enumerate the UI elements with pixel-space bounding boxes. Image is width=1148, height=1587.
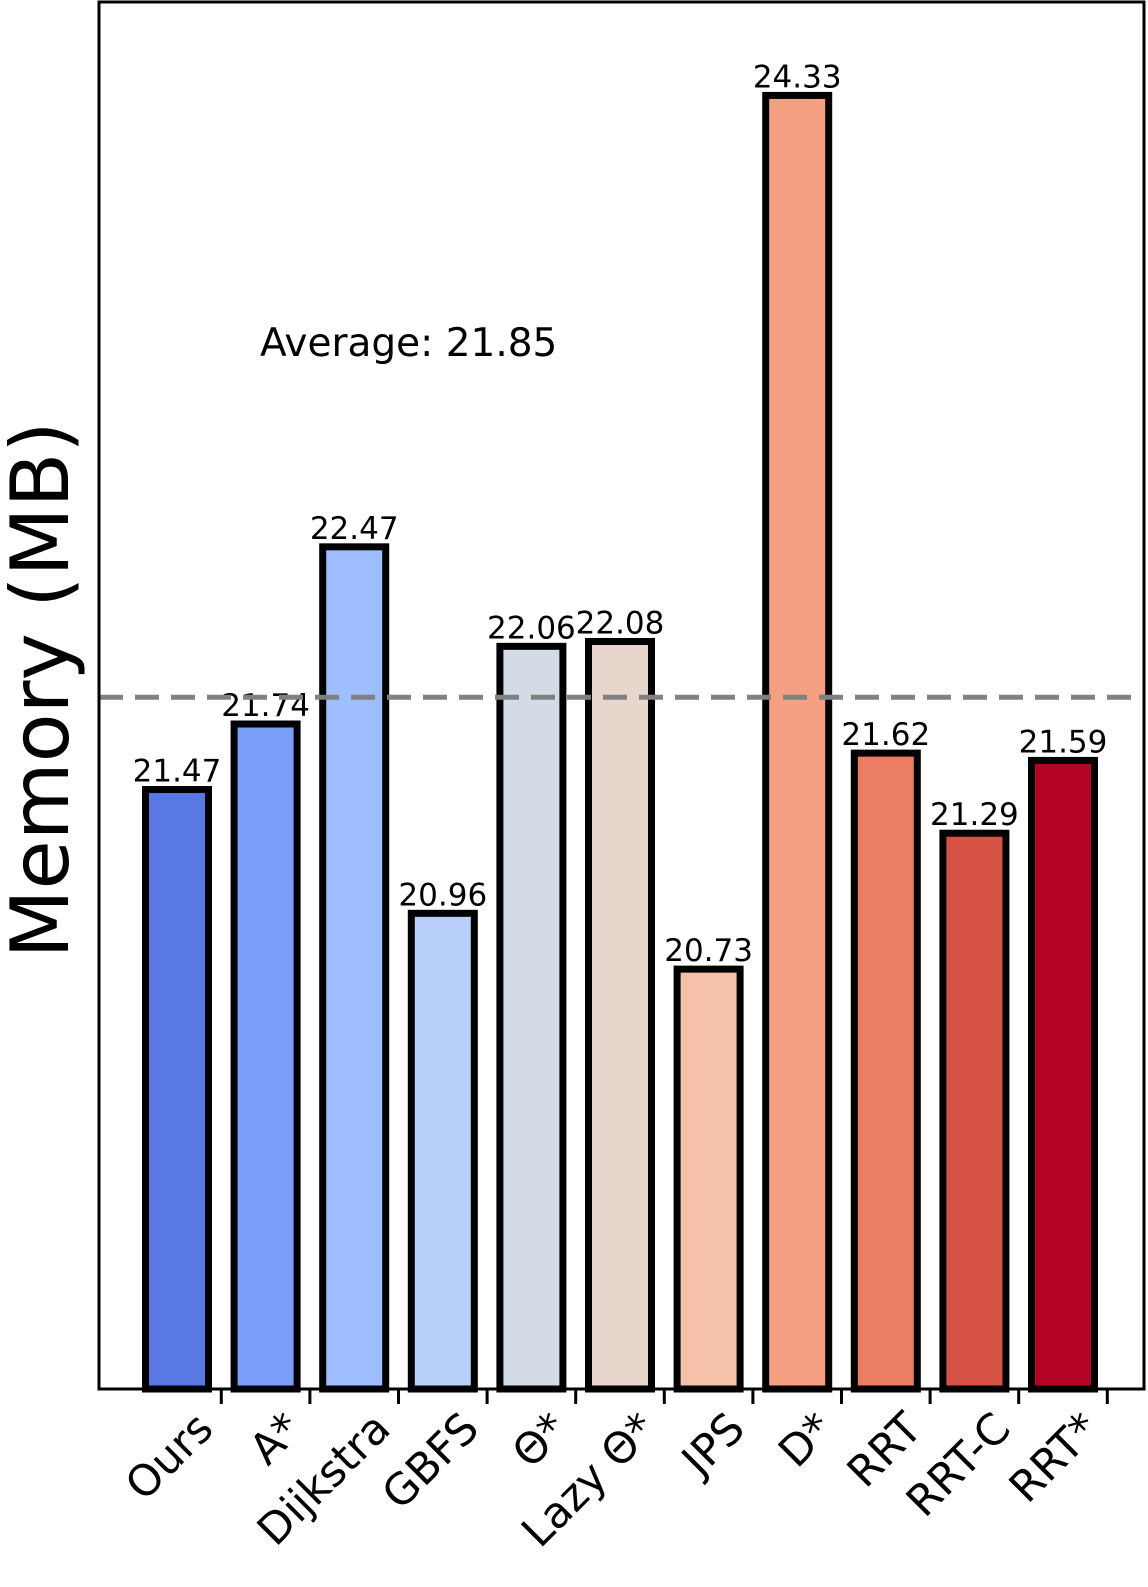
value-label-10: 21.59 [1019,724,1108,760]
value-label-3: 20.96 [398,877,487,913]
bar-4 [496,642,567,1393]
bar-9 [939,829,1010,1393]
x-tick-label-3: GBFS [373,1403,489,1519]
x-tick-label-9: RRT-C [897,1403,1020,1526]
y-axis-label: Memory (MB) [0,421,87,958]
value-label-5: 22.08 [576,605,665,641]
value-label-1: 21.74 [221,688,310,724]
average-label: Average: 21.85 [260,321,557,366]
x-ticks-group [219,1389,1109,1404]
x-tick-label-7: D* [769,1403,843,1477]
x-tick-label-10: RRT* [1000,1403,1109,1512]
value-label-4: 22.06 [487,610,576,646]
bar-10 [1028,756,1098,1393]
bars-group [142,91,1098,1393]
value-label-6: 20.73 [664,933,753,969]
bar-2 [319,543,390,1393]
bar-8 [850,749,921,1393]
bar-6 [673,965,744,1393]
value-label-9: 21.29 [930,797,1019,833]
value-label-8: 21.62 [841,717,930,753]
value-label-0: 21.47 [133,754,222,790]
value-label-2: 22.47 [310,511,399,547]
x-tick-label-6: JPS [671,1403,755,1487]
x-tick-label-1: A* [240,1403,311,1474]
bar-3 [407,909,478,1393]
x-tick-label-0: Ours [116,1403,223,1510]
bar-1 [230,720,301,1393]
value-label-7: 24.33 [753,59,842,95]
plot-area-frame [97,0,1146,1391]
bar-5 [585,637,655,1393]
value-labels-group: 21.47 21.74 22.47 20.96 22.06 22.08 20.73 24.33… [133,59,1108,969]
bar-7 [762,91,833,1393]
bar-0 [142,786,212,1393]
